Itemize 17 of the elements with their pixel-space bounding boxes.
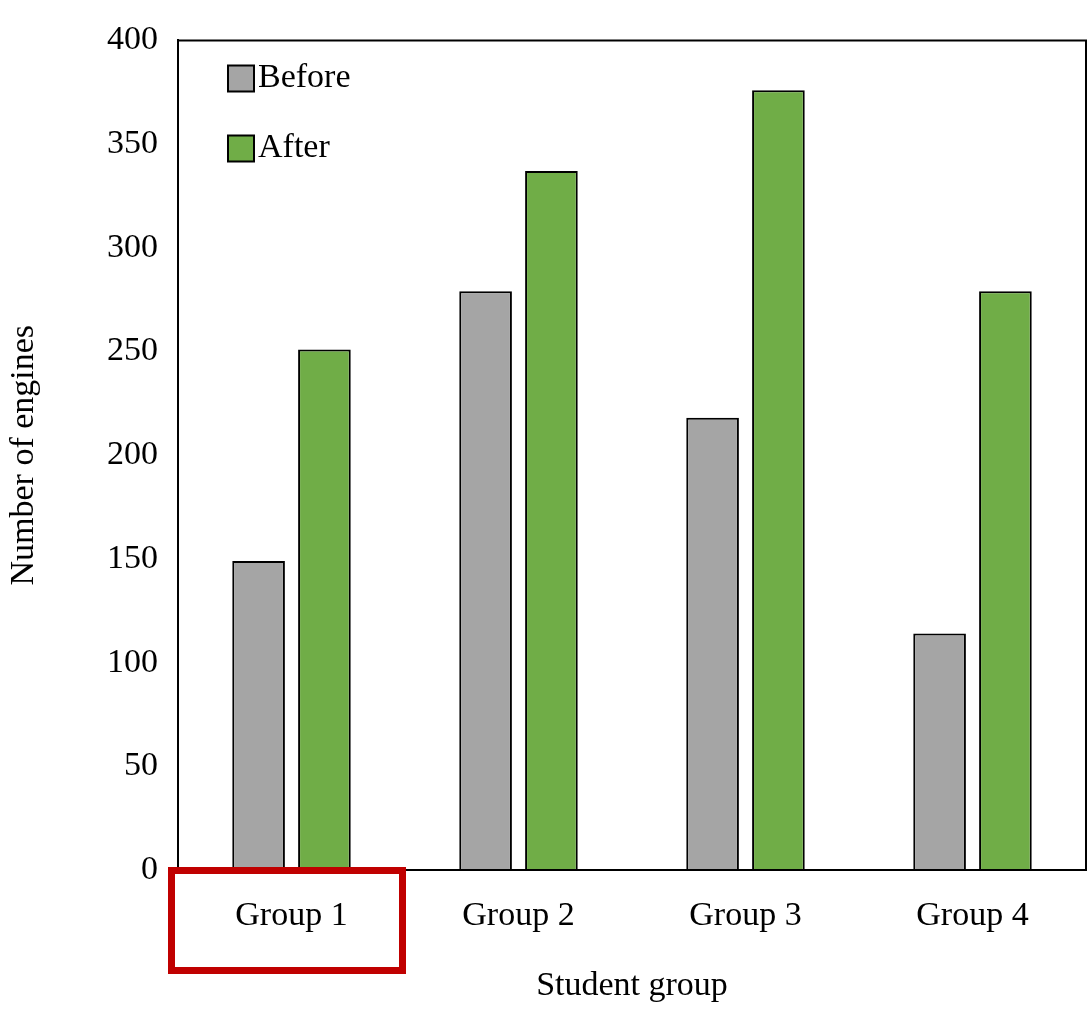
y-tick-label: 100 <box>107 641 158 679</box>
y-tick-label: 400 <box>107 19 158 57</box>
y-tick-label: 300 <box>107 226 158 264</box>
y-axis-title: Number of engines <box>3 324 41 586</box>
y-tick-label: 50 <box>124 745 158 783</box>
y-tick-label: 200 <box>107 434 158 472</box>
x-tick-label: Group 3 <box>689 895 802 933</box>
x-tick-label: Group 2 <box>462 895 575 933</box>
legend-label: After <box>258 127 331 165</box>
x-tick-label: Group 1 <box>235 895 348 933</box>
y-tick-label: 150 <box>107 537 158 575</box>
x-axis-title: Student group <box>536 964 728 1002</box>
y-tick-label: 350 <box>107 123 158 161</box>
x-tick-label: Group 4 <box>916 895 1029 933</box>
y-tick-label: 250 <box>107 330 158 368</box>
y-tick-label: 0 <box>141 848 158 886</box>
legend-label: Before <box>258 57 351 95</box>
